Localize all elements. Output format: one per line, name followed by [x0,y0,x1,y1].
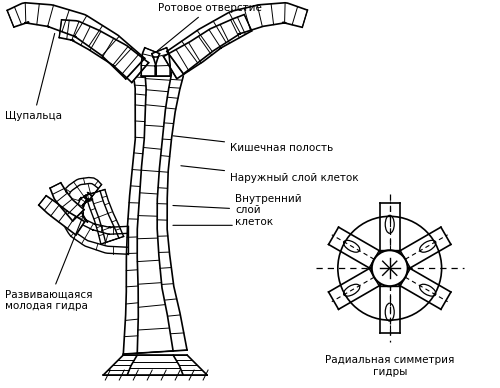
Polygon shape [137,57,173,353]
Polygon shape [167,3,308,74]
Polygon shape [7,3,144,79]
Polygon shape [38,196,85,235]
Text: Щупальца: Щупальца [6,33,62,121]
Text: Ротовое отверстие: Ротовое отверстие [158,3,262,51]
Polygon shape [141,48,160,76]
Polygon shape [164,15,252,79]
Polygon shape [90,191,119,242]
Polygon shape [127,355,183,375]
Polygon shape [62,178,128,254]
Polygon shape [124,61,146,354]
Polygon shape [68,184,128,247]
Text: Кишечная полость: Кишечная полость [173,136,334,154]
Polygon shape [86,194,105,244]
Text: Наружный слой клеток: Наружный слой клеток [181,166,358,184]
Polygon shape [100,189,124,238]
Polygon shape [104,355,137,375]
Polygon shape [152,48,170,76]
Circle shape [372,250,408,286]
Text: Внутренний
слой
клеток: Внутренний слой клеток [173,194,302,227]
Polygon shape [50,183,84,221]
Polygon shape [157,55,187,351]
Polygon shape [77,192,128,234]
Text: Радиальная симметрия
гидры: Радиальная симметрия гидры [325,355,454,377]
Polygon shape [173,355,207,375]
Text: Развивающаяся
молодая гидра: Развивающаяся молодая гидра [6,218,93,311]
Polygon shape [59,20,148,83]
